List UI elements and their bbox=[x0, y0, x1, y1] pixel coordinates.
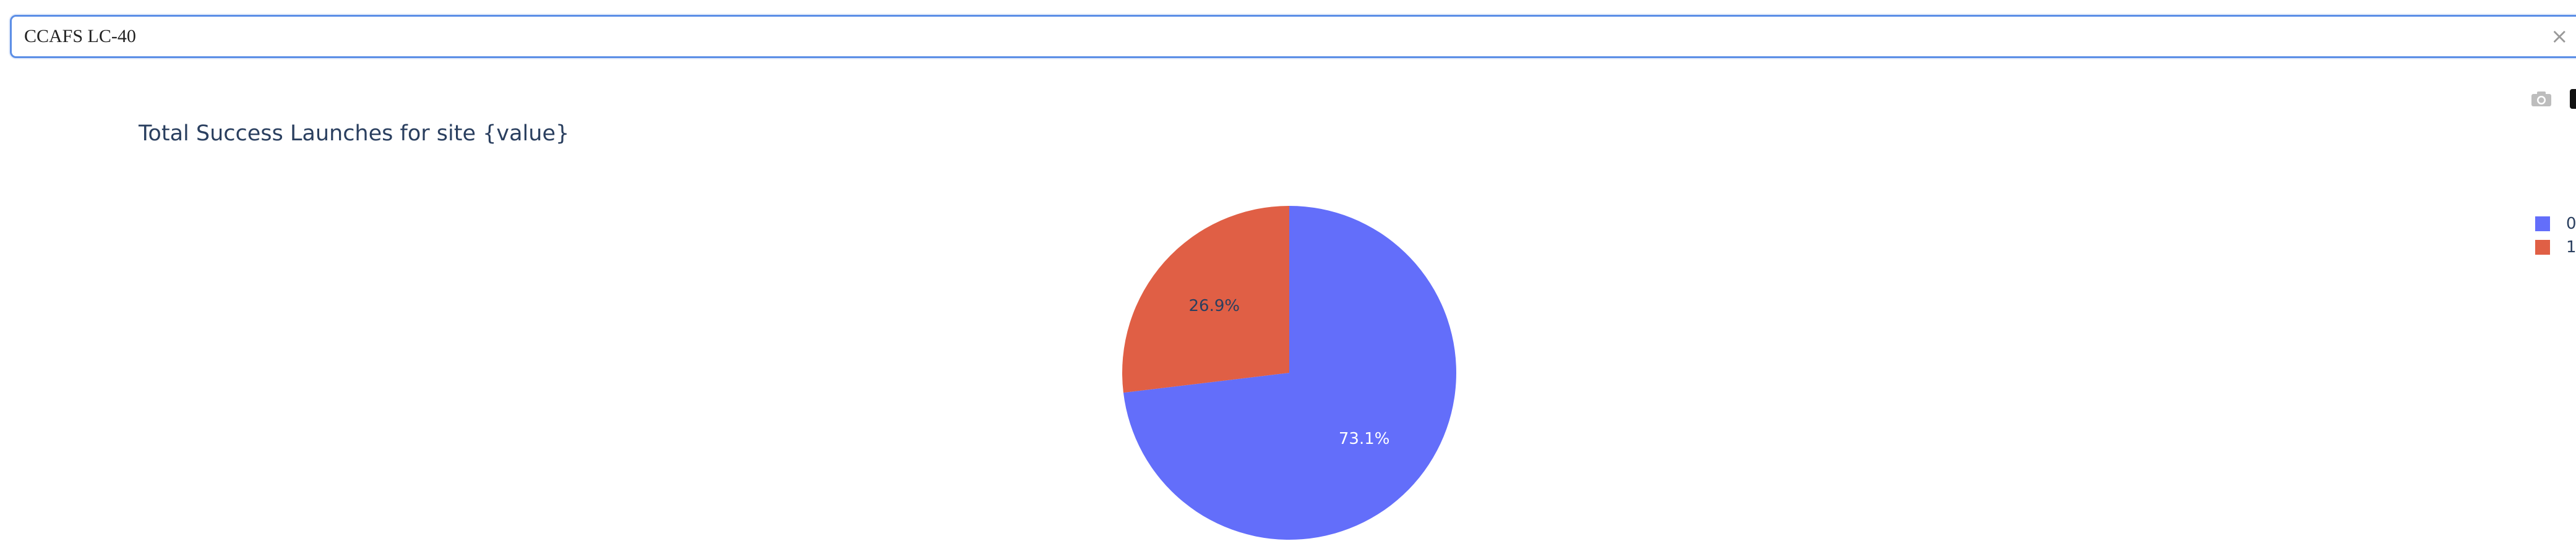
clear-icon[interactable]: × bbox=[2551, 24, 2569, 49]
pie-slice-1[interactable] bbox=[1122, 206, 1289, 393]
legend-item-0[interactable]: 0 bbox=[2535, 215, 2576, 239]
legend-swatch-0 bbox=[2535, 216, 2550, 231]
legend-label-0: 0 bbox=[2566, 215, 2576, 233]
camera-icon[interactable] bbox=[2529, 89, 2554, 109]
chart-title: Total Success Launches for site {value} bbox=[139, 121, 570, 146]
legend-swatch-1 bbox=[2535, 240, 2550, 255]
pie-slice-label-0: 73.1% bbox=[1339, 430, 1390, 448]
legend: 0 1 bbox=[2535, 215, 2576, 262]
dropdown-selected-value: CCAFS LC-40 bbox=[24, 26, 136, 46]
legend-item-1[interactable]: 1 bbox=[2535, 239, 2576, 262]
plotly-logo-icon[interactable] bbox=[2570, 89, 2576, 109]
launch-site-dropdown[interactable]: CCAFS LC-40 × bbox=[10, 15, 2576, 58]
pie-slice-label-1: 26.9% bbox=[1189, 297, 1240, 315]
legend-label-1: 1 bbox=[2566, 238, 2576, 257]
pie-slice-0[interactable] bbox=[1123, 205, 1456, 540]
